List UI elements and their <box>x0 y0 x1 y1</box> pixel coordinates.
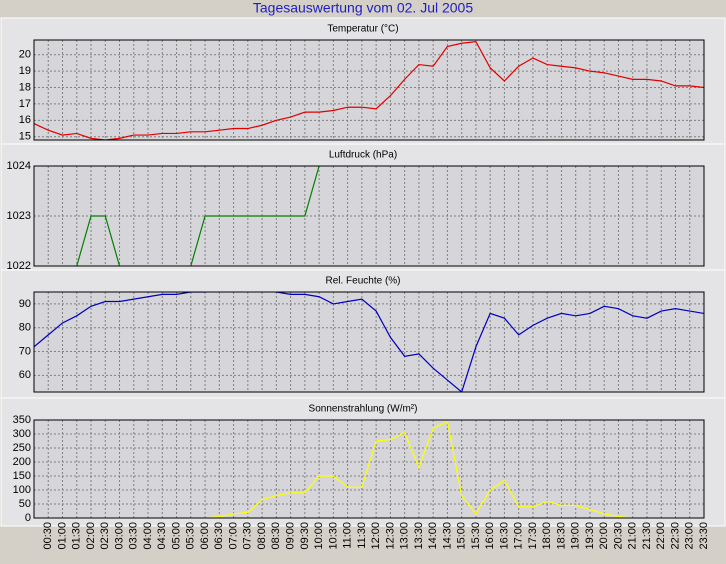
x-tick-label: 16:30 <box>498 522 510 550</box>
x-tick-label: 22:30 <box>669 522 681 550</box>
y-tick-label: 1022 <box>7 260 31 272</box>
x-tick-label: 00:30 <box>42 522 54 550</box>
y-tick-label: 18 <box>19 81 31 93</box>
plot-frame <box>33 39 705 141</box>
x-tick-label: 22:00 <box>655 522 667 550</box>
y-tick-label: 15 <box>19 131 31 143</box>
x-tick-label: 06:00 <box>199 522 211 550</box>
y-tick-label: 300 <box>13 428 31 440</box>
plot-frame <box>33 419 705 519</box>
x-tick-label: 11:30 <box>356 522 368 549</box>
y-tick-label: 70 <box>19 345 31 357</box>
x-tick-label: 06:30 <box>213 522 225 550</box>
x-tick-label: 04:00 <box>142 522 154 550</box>
x-tick-label: 01:30 <box>71 522 83 550</box>
y-tick-label: 90 <box>19 298 31 310</box>
chart-title: Temperatur (°C) <box>327 24 398 35</box>
x-tick-label: 23:30 <box>698 522 710 550</box>
x-tick-label: 11:00 <box>342 522 354 549</box>
y-tick-label: 1024 <box>7 160 31 172</box>
plot-frame <box>33 291 705 393</box>
x-tick-label: 16:00 <box>484 522 496 550</box>
x-tick-label: 05:00 <box>170 522 182 550</box>
data-line <box>190 420 633 518</box>
y-tick-label: 150 <box>13 470 31 482</box>
page-title: Tagesauswertung vom 02. Jul 2005 <box>253 0 473 16</box>
data-line <box>34 40 704 140</box>
x-tick-label: 07:00 <box>227 522 239 550</box>
x-tick-label: 23:00 <box>684 522 696 550</box>
y-tick-label: 16 <box>19 114 31 126</box>
plot-area <box>33 419 705 519</box>
y-tick-label: 250 <box>13 442 31 454</box>
x-tick-label: 13:30 <box>413 522 425 550</box>
y-tick-label: 50 <box>19 498 31 510</box>
chart-title: Rel. Feuchte (%) <box>325 276 400 287</box>
x-tick-label: 18:30 <box>555 522 567 550</box>
x-tick-label: 03:30 <box>128 522 140 550</box>
chart-title: Luftdruck (hPa) <box>329 150 397 161</box>
x-tick-label: 09:00 <box>285 522 297 550</box>
plot-frame <box>33 165 705 267</box>
x-tick-label: 09:30 <box>299 522 311 550</box>
y-tick-label: 19 <box>19 65 31 77</box>
x-tick-label: 14:30 <box>441 522 453 550</box>
x-tick-label: 10:00 <box>313 522 325 550</box>
x-tick-label: 14:00 <box>427 522 439 550</box>
x-tick-label: 15:30 <box>470 522 482 550</box>
x-tick-label: 21:30 <box>641 522 653 550</box>
x-tick-label: 02:30 <box>99 522 111 550</box>
x-tick-label: 10:30 <box>327 522 339 550</box>
y-tick-label: 80 <box>19 322 31 334</box>
x-tick-label: 13:00 <box>399 522 411 550</box>
y-tick-label: 20 <box>19 49 31 61</box>
y-tick-label: 350 <box>13 414 31 426</box>
y-tick-label: 0 <box>25 512 31 524</box>
x-tick-label: 21:00 <box>627 522 639 550</box>
x-tick-label: 05:30 <box>185 522 197 550</box>
x-tick-label: 12:30 <box>384 522 396 550</box>
x-tick-label: 19:00 <box>570 522 582 550</box>
y-tick-label: 1023 <box>7 210 31 222</box>
y-tick-label: 200 <box>13 456 31 468</box>
x-tick-label: 01:00 <box>56 522 68 550</box>
x-tick-label: 07:30 <box>242 522 254 550</box>
y-tick-label: 17 <box>19 98 31 110</box>
x-tick-label: 19:30 <box>584 522 596 550</box>
y-tick-label: 100 <box>13 484 31 496</box>
x-tick-label: 03:00 <box>113 522 125 550</box>
plot-area <box>33 165 705 267</box>
data-line <box>34 292 704 392</box>
x-tick-label: 18:00 <box>541 522 553 550</box>
x-tick-label: 20:30 <box>612 522 624 550</box>
x-tick-label: 04:30 <box>156 522 168 550</box>
x-tick-label: 08:00 <box>256 522 268 550</box>
x-tick-label: 12:00 <box>370 522 382 550</box>
chart-title: Sonnenstrahlung (W/m²) <box>309 404 418 415</box>
y-tick-label: 60 <box>19 369 31 381</box>
x-tick-label: 08:30 <box>270 522 282 550</box>
x-tick-label: 17:00 <box>513 522 525 550</box>
x-tick-label: 17:30 <box>527 522 539 550</box>
x-tick-label: 15:00 <box>456 522 468 550</box>
x-tick-label: 02:00 <box>85 522 97 550</box>
x-tick-label: 20:00 <box>598 522 610 550</box>
